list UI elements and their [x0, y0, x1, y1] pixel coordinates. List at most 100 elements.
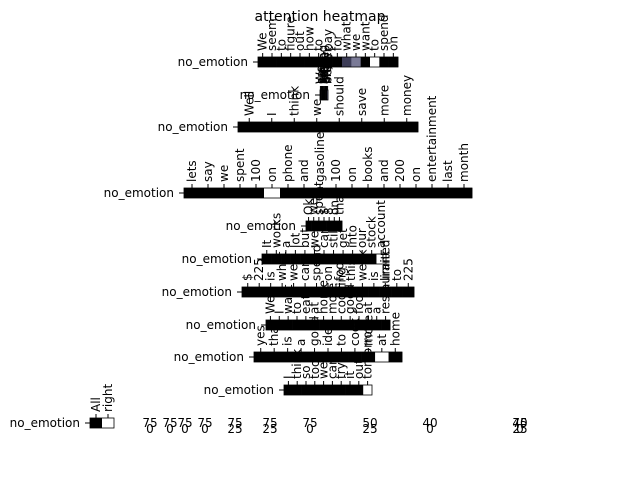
bottom-tick-label-lower: 25	[262, 422, 277, 436]
token-label: how	[302, 26, 316, 51]
token-label: too	[308, 360, 322, 379]
token-label: save	[314, 56, 328, 84]
heatmap-cell	[294, 352, 309, 362]
token-label: pay	[321, 29, 335, 51]
token-label: I	[281, 375, 295, 379]
token-label: 225	[252, 258, 266, 281]
heatmap-cell	[102, 418, 115, 428]
row-label: no_emotion	[162, 285, 232, 299]
token-label: 100	[329, 159, 343, 182]
heatmap-cell	[314, 57, 324, 67]
heatmap-cell	[354, 385, 364, 395]
heatmap-cell	[301, 320, 311, 330]
heatmap-cell	[306, 221, 312, 231]
heatmap-cell	[260, 122, 284, 132]
heatmap-cell	[376, 188, 393, 198]
heatmap-cell	[262, 254, 272, 264]
chart-title: attention heatmap	[255, 9, 386, 25]
row-frame	[257, 56, 399, 68]
row-label: no_emotion	[158, 120, 228, 134]
row-frame	[183, 187, 473, 199]
token-label: still	[327, 227, 341, 248]
token-label: cook	[348, 318, 362, 346]
token-label: tomorrow	[361, 321, 375, 379]
token-label: say	[201, 161, 215, 182]
heatmap-cell	[266, 320, 276, 330]
token-label: can	[317, 226, 331, 248]
token-label: what	[275, 251, 289, 281]
token-label: think	[290, 349, 304, 379]
token-label: want	[358, 21, 372, 51]
token-label: on	[409, 167, 423, 182]
heatmap-cell	[373, 122, 396, 132]
token-label: is	[367, 271, 381, 281]
heatmap-cell	[360, 57, 371, 67]
row-frame	[253, 351, 403, 363]
token-label: month	[457, 143, 471, 182]
heatmap-cell	[292, 320, 302, 330]
heatmap-cell	[287, 287, 300, 297]
heatmap-cell	[271, 254, 282, 264]
token-label: more	[377, 85, 391, 116]
heatmap-cell	[336, 221, 343, 231]
token-label: cooking	[334, 267, 348, 314]
token-label: I	[265, 112, 279, 116]
heatmap-cell	[344, 188, 361, 198]
token-label: Well	[242, 91, 256, 116]
heatmap-cell	[368, 287, 380, 297]
token-label: and	[297, 159, 311, 182]
token-label: books	[361, 146, 375, 182]
row-label: no_emotion	[204, 383, 274, 397]
token-label: on	[327, 200, 341, 215]
token-label: phone	[281, 144, 295, 182]
heatmap-cell	[366, 254, 377, 264]
heatmap-cell	[296, 188, 313, 198]
heatmap-cell	[354, 320, 364, 330]
row-label: no_emotion	[174, 350, 244, 364]
token-label: our	[355, 228, 369, 248]
token-label: Well	[263, 289, 277, 314]
heatmap-cell	[299, 287, 312, 297]
heatmap-cell	[292, 385, 302, 395]
token-label: think	[287, 86, 301, 116]
token-label: food	[352, 287, 366, 314]
heatmap-cell	[316, 221, 322, 231]
heatmap-cell	[395, 122, 419, 132]
token-label: spent	[233, 148, 247, 182]
heatmap-cell	[310, 287, 323, 297]
bottom-tick-label: 75	[262, 416, 277, 430]
heatmap-cell	[300, 254, 310, 264]
token-label: we	[310, 99, 324, 116]
row-frame	[283, 384, 373, 396]
token-label: money	[400, 75, 414, 116]
heatmap-cell	[320, 90, 322, 100]
token-label: Ok	[302, 199, 316, 215]
token-label: 200	[393, 159, 407, 182]
token-label: last	[441, 160, 455, 182]
bottom-tick-label-lower: 0	[181, 422, 189, 436]
heatmap-cell	[332, 57, 343, 67]
token-label: out	[293, 31, 307, 51]
token-label: $	[317, 207, 331, 215]
heatmap-cell	[267, 57, 277, 67]
heatmap-cell	[200, 188, 217, 198]
heatmap-cell	[323, 90, 325, 100]
heatmap-cell	[242, 287, 254, 297]
heatmap-cell	[326, 90, 328, 100]
token-label: lets	[185, 160, 199, 182]
row-frame	[241, 286, 415, 298]
token-label: can	[298, 259, 312, 281]
heatmap-cell	[328, 385, 338, 395]
row-frame	[261, 253, 387, 265]
heatmap-cell	[424, 188, 441, 198]
token-label: account	[374, 200, 388, 248]
row-label: no_emotion	[240, 88, 310, 102]
heatmap-cell	[336, 385, 346, 395]
row-frame	[89, 417, 115, 429]
heatmap-cell	[388, 57, 399, 67]
heatmap-cell	[312, 188, 329, 198]
bottom-tick-label: 75	[162, 416, 177, 430]
token-label: but	[298, 228, 312, 248]
heatmap-cell	[370, 57, 380, 67]
